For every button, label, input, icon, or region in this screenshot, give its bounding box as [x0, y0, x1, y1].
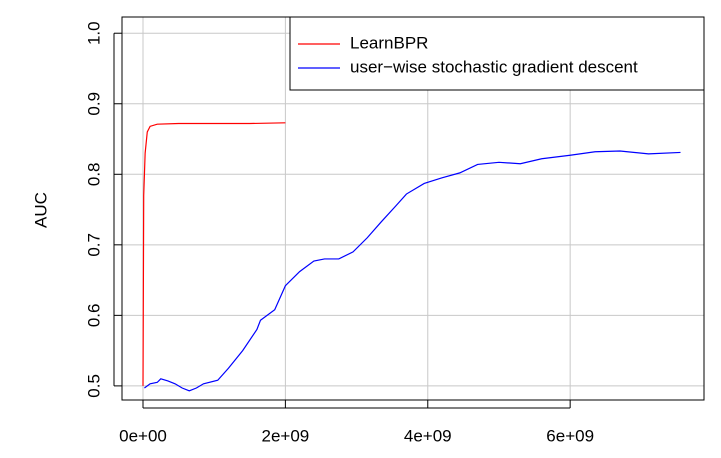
y-tick-label: 0.9	[84, 92, 103, 116]
legend-label: user−wise stochastic gradient descent	[350, 57, 638, 76]
line	[144, 150, 681, 392]
y-tick-label: 1.0	[84, 21, 103, 45]
x-tick-label: 0e+00	[119, 426, 167, 445]
y-tick-label: 0.6	[84, 304, 103, 328]
y-axis-label: AUC	[31, 192, 50, 228]
y-tick-label: 0.5	[84, 374, 103, 398]
legend-box	[289, 16, 705, 91]
line	[142, 122, 286, 386]
x-tick-label: 6e+09	[546, 426, 594, 445]
y-tick-label: 0.7	[84, 233, 103, 257]
x-tick-label: 2e+09	[262, 426, 310, 445]
y-tick-label: 0.8	[84, 162, 103, 186]
legend-label: LearnBPR	[350, 33, 428, 52]
x-tick-label: 4e+09	[404, 426, 452, 445]
